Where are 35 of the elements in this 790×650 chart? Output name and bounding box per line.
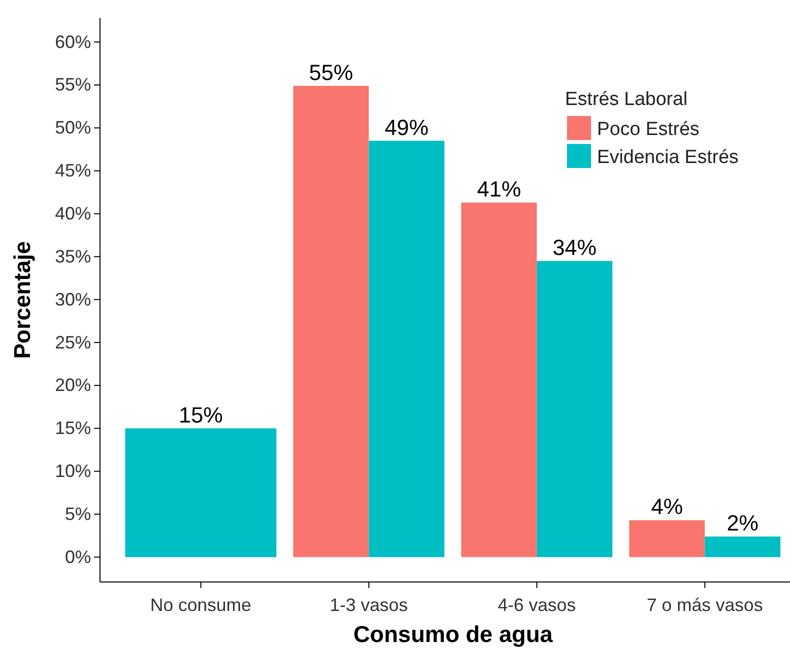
bar bbox=[293, 86, 369, 558]
y-tick-label: 30% bbox=[54, 289, 91, 310]
y-tick-label: 50% bbox=[54, 118, 91, 138]
legend-title: Estrés Laboral bbox=[565, 89, 688, 110]
data-label: 15% bbox=[178, 402, 223, 428]
y-tick-label: 10% bbox=[54, 461, 91, 482]
x-tick-label: 1-3 vasos bbox=[330, 594, 408, 615]
data-label: 49% bbox=[384, 114, 429, 140]
y-tick-label: 20% bbox=[54, 375, 91, 396]
data-label: 2% bbox=[726, 510, 758, 536]
data-label: 34% bbox=[552, 234, 597, 260]
y-tick-label: 40% bbox=[54, 203, 91, 224]
x-tick-label: 4-6 vasos bbox=[498, 594, 576, 615]
legend-label: Evidencia Estrés bbox=[597, 147, 739, 168]
y-tick-label: 35% bbox=[54, 246, 91, 266]
data-label: 41% bbox=[476, 176, 522, 202]
bar bbox=[368, 140, 444, 558]
data-label: 55% bbox=[308, 60, 354, 85]
x-tick-label: 7 o más vasos bbox=[646, 594, 763, 615]
bar bbox=[461, 202, 537, 558]
y-tick-label: 15% bbox=[54, 418, 91, 438]
y-tick-label: 45% bbox=[54, 160, 91, 181]
x-tick-label: No consume bbox=[150, 594, 252, 615]
y-tick-label: 5% bbox=[64, 504, 91, 524]
bar bbox=[629, 520, 705, 558]
legend-label: Poco Estrés bbox=[597, 119, 700, 140]
x-axis-title: Consumo de agua bbox=[353, 621, 553, 647]
bar bbox=[704, 536, 780, 558]
y-axis-title: Porcentaje bbox=[9, 241, 35, 359]
y-tick-label: 60% bbox=[54, 32, 91, 52]
y-tick-label: 55% bbox=[54, 74, 91, 95]
y-tick-label: 25% bbox=[54, 332, 91, 352]
bar bbox=[536, 260, 612, 558]
data-label: 4% bbox=[651, 494, 683, 520]
y-tick-label: 0% bbox=[64, 546, 91, 567]
